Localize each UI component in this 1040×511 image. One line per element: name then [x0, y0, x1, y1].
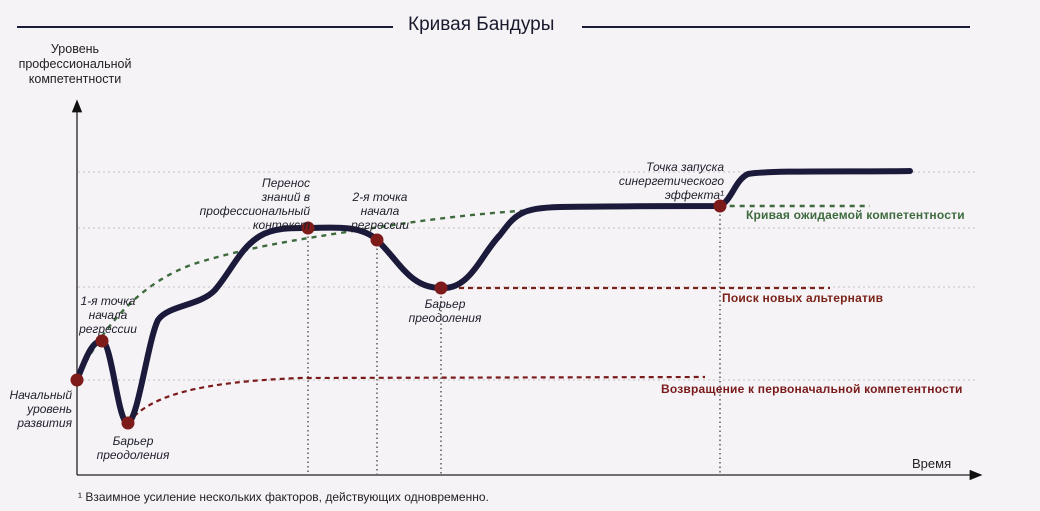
label-line: преодоления: [96, 448, 170, 462]
label-line: эффекта¹: [664, 188, 724, 202]
key-points: [70, 199, 727, 430]
y-axis-label-line: компетентности: [28, 72, 122, 86]
label-barrier1: Барьер преодоления: [88, 434, 178, 462]
title-rule-left: [17, 26, 393, 28]
label-line: начала: [360, 204, 400, 218]
label-line: профессиональный: [199, 204, 310, 218]
return-curve: [127, 375, 706, 424]
label-line: развития: [17, 416, 72, 430]
label-regression1: 1-я точка начала регрессии: [68, 294, 148, 336]
label-regression2: 2-я точка начала регрессии: [340, 190, 420, 232]
label-line: Начальный: [9, 388, 72, 402]
legend-return: Возвращение к первоначальной компетентно…: [661, 382, 963, 396]
label-line: регрессии: [351, 218, 409, 232]
label-line: Точка запуска: [646, 160, 724, 174]
drop-lines: [307, 210, 721, 474]
y-axis-label-line: Уровень: [50, 42, 100, 56]
footnote: ¹ Взаимное усиление нескольких факторов,…: [78, 490, 489, 504]
label-line: Перенос: [262, 176, 310, 190]
point-barrier2: [434, 281, 448, 295]
label-line: Барьер: [112, 434, 154, 448]
label-line: начала: [88, 308, 128, 322]
label-line: контекст: [252, 218, 310, 232]
label-line: Барьер: [424, 297, 466, 311]
label-barrier2: Барьер преодоления: [400, 297, 490, 325]
label-line: 2-я точка: [352, 190, 408, 204]
label-line: знаний в: [261, 190, 310, 204]
label-synergy: Точка запуска синергетического эффекта¹: [600, 160, 724, 202]
x-axis-label: Время: [912, 456, 952, 471]
y-axis-label-line: профессиональной: [18, 57, 132, 71]
point-transfer: [301, 221, 315, 235]
point-barrier1: [121, 416, 135, 430]
point-synergy: [713, 199, 727, 213]
y-axis-label: Уровень профессиональной компетентности: [10, 42, 140, 87]
point-regression2: [370, 233, 384, 247]
point-start: [70, 373, 84, 387]
label-transfer: Перенос знаний в профессиональный контек…: [180, 176, 310, 232]
label-line: уровень: [27, 402, 72, 416]
legend-alternatives: Поиск новых альтернатив: [722, 291, 884, 305]
label-line: преодоления: [408, 311, 482, 325]
chart-title: Кривая Бандуры: [408, 14, 555, 35]
title-rule-right: [582, 26, 970, 28]
label-line: регрессии: [79, 322, 137, 336]
label-start: Начальный уровень развития: [4, 388, 72, 430]
label-line: синергетического: [618, 174, 724, 188]
label-line: 1-я точка: [80, 294, 136, 308]
legend-expected: Кривая ожидаемой компетентности: [746, 208, 965, 222]
point-regression1: [95, 334, 109, 348]
